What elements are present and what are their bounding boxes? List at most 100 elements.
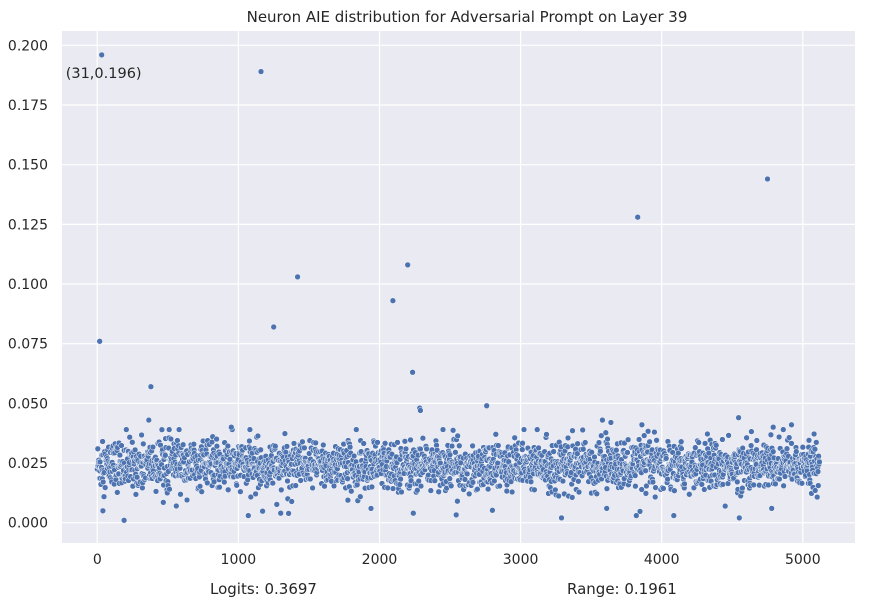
data-point	[519, 446, 526, 453]
data-point	[564, 443, 571, 450]
data-point	[166, 426, 173, 433]
data-point	[252, 490, 259, 498]
data-point	[489, 507, 496, 514]
data-point	[139, 484, 146, 492]
data-point	[350, 452, 358, 460]
data-point	[574, 450, 581, 457]
data-point	[750, 481, 757, 489]
data-point	[448, 482, 455, 490]
data-point	[767, 431, 775, 438]
data-point	[698, 481, 705, 488]
data-point	[190, 441, 197, 448]
data-point	[496, 482, 503, 490]
data-point	[198, 488, 205, 495]
data-point	[781, 473, 789, 480]
data-point	[641, 432, 648, 439]
data-point	[753, 437, 760, 444]
data-point	[427, 487, 434, 494]
data-point	[747, 442, 755, 449]
data-point	[642, 467, 649, 474]
data-point	[454, 432, 461, 440]
data-point	[505, 458, 512, 465]
data-point	[257, 68, 265, 75]
data-point	[116, 451, 124, 459]
data-point	[491, 477, 498, 485]
data-point	[138, 431, 145, 439]
y-tick-label: 0.100	[8, 277, 48, 293]
data-point	[449, 427, 457, 434]
data-point	[102, 484, 109, 491]
data-point	[284, 477, 291, 485]
data-point	[739, 484, 746, 492]
data-point	[439, 426, 447, 433]
data-point	[221, 478, 228, 486]
x-tick-label: 4000	[644, 552, 680, 568]
data-point	[725, 432, 732, 439]
y-tick-label: 0.175	[8, 98, 48, 114]
data-point	[812, 487, 819, 494]
data-point	[652, 493, 659, 501]
data-point	[805, 437, 813, 444]
data-point	[495, 442, 502, 449]
data-point	[604, 435, 611, 443]
data-point	[764, 175, 771, 183]
data-point	[381, 440, 389, 447]
data-point	[174, 437, 181, 444]
data-point	[225, 486, 232, 493]
data-point	[798, 480, 806, 487]
data-point	[580, 446, 587, 453]
data-point	[404, 261, 411, 269]
data-point	[811, 446, 819, 453]
data-point	[651, 428, 658, 436]
data-point	[814, 493, 821, 501]
y-tick-label: 0.200	[8, 38, 48, 54]
range-label: Range: 0.1961	[567, 580, 677, 598]
data-point	[357, 493, 364, 500]
data-point	[770, 424, 777, 431]
data-point	[123, 426, 130, 433]
data-point	[160, 499, 167, 506]
data-point	[484, 485, 492, 493]
data-point	[294, 273, 301, 281]
data-point	[736, 514, 743, 522]
data-point	[179, 441, 187, 448]
data-point	[320, 441, 327, 449]
data-point	[579, 426, 586, 434]
data-point	[660, 485, 667, 492]
data-point	[603, 485, 611, 492]
data-point	[788, 421, 795, 428]
data-point	[543, 431, 550, 438]
data-point	[409, 369, 416, 376]
data-point	[431, 477, 438, 484]
data-point	[599, 416, 606, 424]
data-point	[558, 514, 565, 522]
data-point	[368, 483, 376, 491]
data-point	[722, 502, 729, 510]
data-point	[816, 458, 823, 466]
y-tick-label: 0.125	[8, 217, 48, 233]
data-point	[259, 508, 266, 515]
data-point	[638, 486, 645, 493]
data-point	[695, 439, 702, 446]
data-point	[597, 448, 604, 455]
data-point	[681, 480, 688, 488]
data-point	[598, 432, 605, 439]
data-point	[788, 440, 795, 447]
data-point	[407, 436, 414, 444]
tick-labels: 0 1000 2000 3000 4000 5000 0.000 0.025 0.050 0.07…	[8, 38, 821, 568]
data-point	[321, 483, 328, 490]
y-tick-label: 0.025	[8, 456, 48, 472]
data-point	[632, 472, 639, 479]
data-point	[96, 458, 104, 466]
data-point	[247, 493, 254, 501]
data-point	[652, 484, 659, 491]
data-point	[719, 481, 727, 488]
data-point	[133, 474, 141, 481]
data-point	[675, 449, 682, 457]
data-point	[534, 426, 541, 433]
y-tick-label: 0.050	[8, 396, 48, 412]
data-point	[374, 439, 381, 446]
data-point	[559, 477, 567, 485]
data-point	[456, 442, 463, 449]
